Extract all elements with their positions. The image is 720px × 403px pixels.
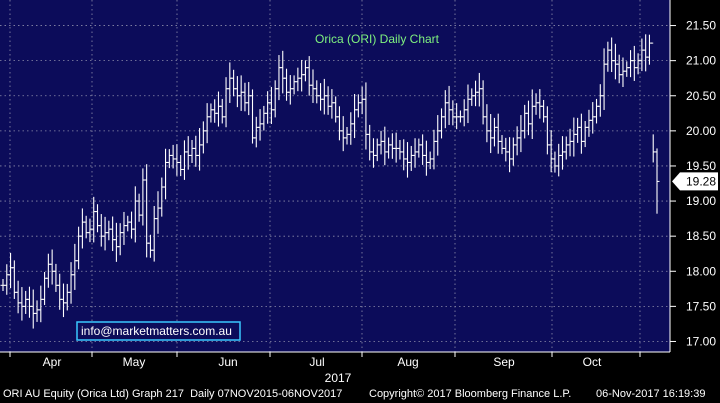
watermark-text: info@marketmatters.com.au [81,324,232,338]
footer-security: ORI AU Equity (Orica Ltd) Graph 217 Dail… [3,388,343,400]
y-tick-label: 18.50 [686,229,716,243]
y-tick-label: 20.50 [686,89,716,103]
x-tick-label: Jul [309,355,324,369]
chart-title: Orica (ORI) Daily Chart [315,32,440,46]
price-bars [0,34,660,329]
footer-bar: ORI AU Equity (Orica Ltd) Graph 217 Dail… [0,385,720,403]
x-tick-label: Oct [583,355,602,369]
footer-copyright: Copyright© 2017 Bloomberg Finance L.P. [369,388,572,400]
ohlc-bar [654,148,660,214]
year-label: 2017 [325,371,352,385]
x-axis-ticks: Apr May Jun Jul Aug Sep Oct [0,351,670,369]
y-tick-label: 18.00 [686,264,716,278]
y-tick-label: 17.50 [686,299,716,313]
xaxis-background [0,352,670,385]
x-tick-label: Aug [397,355,418,369]
y-tick-label: 20.00 [686,124,716,138]
grid [0,0,670,352]
footer-timestamp: 06-Nov-2017 16:19:39 [596,388,706,400]
plot-background [0,0,670,352]
axis-background [670,0,720,385]
last-price-marker: 19.28 [672,172,718,191]
last-price-tag [672,172,718,191]
x-tick-label: Jun [218,355,237,369]
y-tick-label: 19.50 [686,159,716,173]
x-tick-label: Sep [493,355,515,369]
y-tick-label: 19.00 [686,194,716,208]
y-tick-label: 21.00 [686,54,716,68]
y-axis-ticks: 21.50 21.00 20.50 20.00 19.50 19.00 18.50 18.00… [669,0,716,352]
y-tick-label: 21.50 [686,19,716,33]
x-tick-label: Apr [43,355,62,369]
y-tick-label: 17.00 [686,334,716,348]
watermark-box: info@marketmatters.com.au [76,321,241,341]
x-tick-label: May [123,355,146,369]
last-price-label: 19.28 [686,174,716,188]
